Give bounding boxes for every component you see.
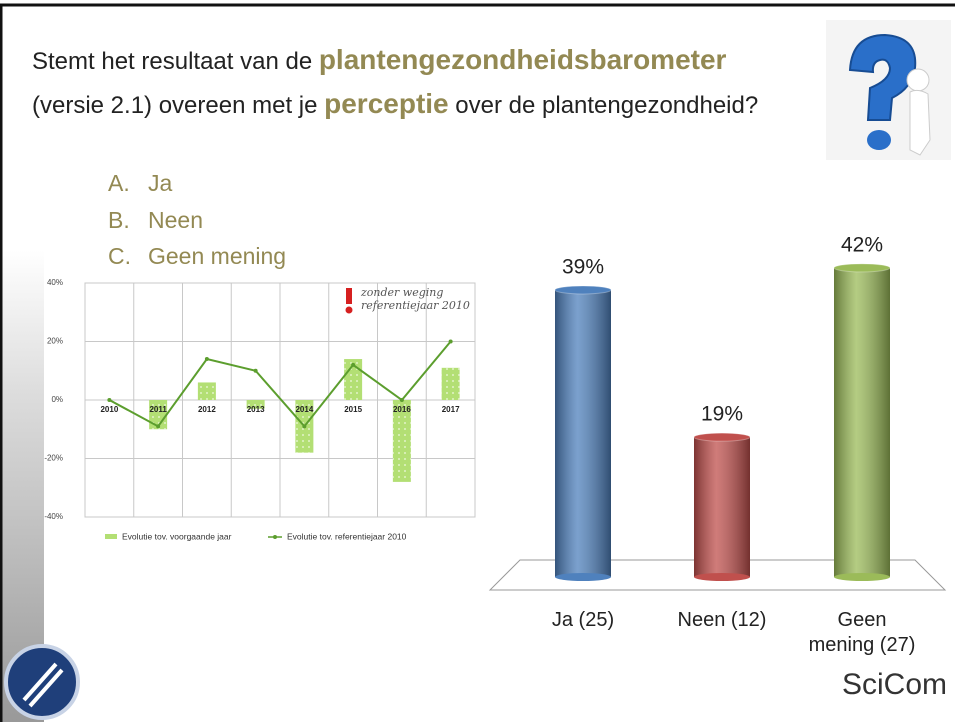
bar-top [693,432,751,442]
legend-swatch [273,535,277,539]
legend-label: Evolutie tov. referentiejaar 2010 [287,531,407,541]
line-point [107,398,112,402]
logo-text: SciCom [842,668,948,701]
x-tick-label: 2015 [344,405,362,414]
line-point [399,398,404,402]
x-tick-label: 2016 [393,405,411,414]
value-label: 42% [841,233,883,256]
option-text: Neen [148,207,203,233]
question-text: (versie 2.1) overeen met je [32,92,325,119]
bar-pattern [392,400,411,482]
x-tick-label: 2011 [149,405,167,414]
line-point [156,424,161,429]
bar-shade [834,267,890,577]
side-bar [0,250,44,722]
value-label: 19% [701,403,743,426]
bar-pattern [441,367,460,400]
x-tick-label: Neen (12) [677,609,767,631]
bar-base [694,573,750,581]
line-point [253,368,258,373]
bar-base [555,573,611,581]
annotation-icon [345,306,353,314]
option-text: Ja [148,170,173,196]
bar-shade [694,437,750,577]
annotation: referentiejaar 2010 [361,299,470,312]
bar-base [834,573,890,581]
bar-pattern [149,400,168,430]
plot-border [84,282,476,518]
y-tick-label: 20% [47,337,63,346]
option: B. Neen [108,207,203,234]
question-text: Stemt het resultaat van de [32,48,319,75]
value-label: 39% [562,256,604,279]
option-letter: B. [108,207,130,233]
annotation: zonder weging [360,286,443,299]
bar-pattern [197,382,216,400]
line-point [351,362,356,367]
x-tick-label: 2010 [100,405,118,414]
bar-top [833,263,891,273]
bar-top [554,285,612,295]
x-tick-label: 2013 [247,405,265,414]
option-text: Geen mening [148,243,287,269]
x-tick-label: 2014 [295,405,313,414]
annotation-icon [346,288,352,304]
legend-swatch [105,534,117,539]
question-line: Stemt het resultaat van de plantengezond… [32,44,726,76]
option: A. Ja [108,170,172,197]
option: C. Geen mening [108,243,286,270]
logo-icon [4,644,80,720]
slide-frame [0,3,955,722]
y-tick-label: 0% [51,395,63,404]
line-point [448,339,453,344]
question-highlight: plantengezondheidsbarometer [318,44,727,75]
question-figure [826,20,951,160]
line-point [204,357,209,362]
question-highlight: perceptie [324,88,449,119]
x-tick-label: 2017 [442,405,460,414]
option-letter: A. [108,170,130,196]
legend-label: Evolutie tov. voorgaande jaar [122,531,232,541]
x-tick-label: Geen mening (27) [808,609,916,656]
y-tick-label: -40% [44,512,63,521]
question-text: over de plantengezondheid? [448,92,759,119]
question-line: (versie 2.1) overeen met je perceptie ov… [32,88,758,120]
line [108,340,452,428]
x-tick-label: 2012 [198,405,216,414]
line-point [302,424,307,429]
bar-pattern [246,400,265,409]
y-tick-label: -20% [44,454,63,463]
x-tick-label: Ja (25) [551,609,615,631]
y-tick-label: 40% [47,278,63,287]
bar-shade [555,289,611,577]
option-letter: C. [108,243,131,269]
